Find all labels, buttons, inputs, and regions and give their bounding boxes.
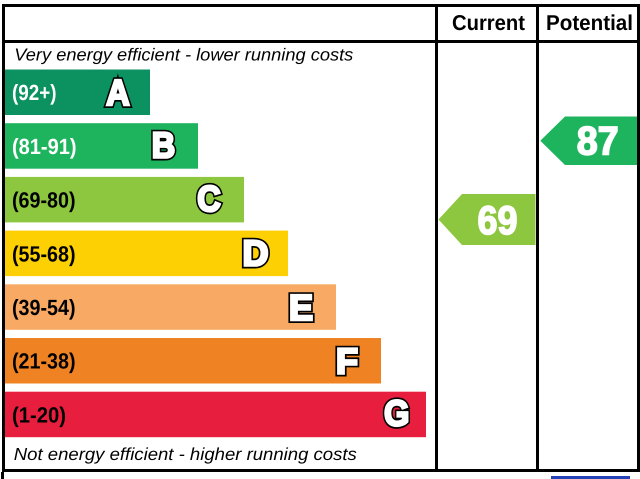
svg-text:C: C: [197, 178, 220, 219]
svg-text:Potential: Potential: [546, 11, 633, 35]
svg-text:(39-54): (39-54): [12, 295, 76, 320]
svg-text:G: G: [384, 392, 409, 433]
svg-text:(92+): (92+): [12, 80, 57, 105]
svg-text:E: E: [289, 287, 313, 328]
svg-text:(1-20): (1-20): [12, 402, 66, 427]
svg-text:D: D: [243, 232, 269, 273]
svg-text:(81-91): (81-91): [12, 134, 77, 159]
svg-text:Not energy efficient - higher: Not energy efficient - higher running co…: [14, 444, 357, 464]
svg-text:(21-38): (21-38): [12, 349, 76, 374]
svg-text:C: C: [197, 178, 220, 219]
svg-text:Very energy efficient - lower: Very energy efficient - lower running co…: [14, 44, 353, 64]
svg-text:A: A: [106, 72, 129, 113]
svg-text:B: B: [152, 124, 175, 165]
svg-text:(69-80): (69-80): [12, 188, 76, 213]
svg-text:A: A: [106, 72, 129, 113]
svg-text:87: 87: [577, 120, 619, 164]
svg-text:D: D: [243, 232, 269, 273]
svg-text:E: E: [289, 287, 313, 328]
svg-text:69: 69: [478, 199, 518, 243]
svg-text:G: G: [384, 392, 409, 433]
svg-text:F: F: [336, 341, 358, 382]
svg-text:Current: Current: [452, 11, 525, 35]
svg-text:F: F: [336, 341, 358, 382]
svg-text:(55-68): (55-68): [12, 241, 76, 266]
svg-text:B: B: [152, 124, 175, 165]
